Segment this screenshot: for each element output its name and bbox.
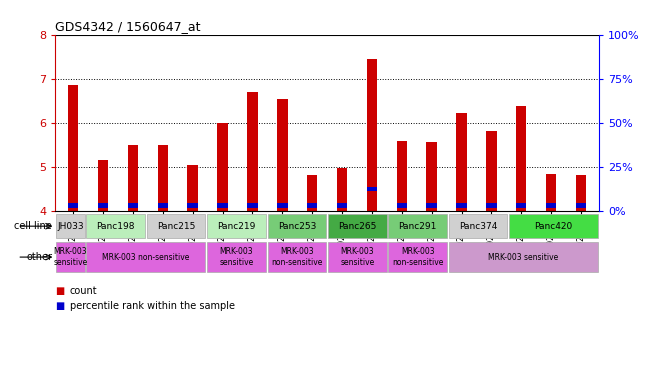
Bar bbox=[268, 214, 326, 238]
Bar bbox=[456, 203, 467, 208]
Text: MRK-003 sensitive: MRK-003 sensitive bbox=[488, 253, 559, 262]
Bar bbox=[247, 203, 258, 208]
Bar bbox=[546, 203, 557, 208]
Bar bbox=[128, 145, 138, 211]
Bar bbox=[187, 203, 198, 208]
Bar bbox=[396, 141, 407, 211]
Text: Panc198: Panc198 bbox=[96, 222, 135, 231]
Text: count: count bbox=[70, 286, 97, 296]
Text: ■: ■ bbox=[55, 286, 64, 296]
Text: Panc253: Panc253 bbox=[278, 222, 316, 231]
Bar bbox=[87, 242, 206, 272]
Bar bbox=[328, 214, 387, 238]
Bar bbox=[277, 99, 288, 211]
Text: MRK-003
non-sensitive: MRK-003 non-sensitive bbox=[392, 247, 443, 267]
Bar bbox=[337, 203, 347, 208]
Bar bbox=[516, 203, 527, 208]
Bar bbox=[486, 131, 497, 211]
Text: Panc215: Panc215 bbox=[157, 222, 195, 231]
Bar bbox=[56, 214, 85, 238]
Bar bbox=[277, 203, 288, 208]
Bar bbox=[98, 203, 108, 208]
Bar bbox=[268, 242, 326, 272]
Text: JH033: JH033 bbox=[57, 222, 84, 231]
Bar bbox=[546, 174, 557, 211]
Bar bbox=[426, 203, 437, 208]
Bar bbox=[187, 165, 198, 211]
Bar bbox=[449, 214, 507, 238]
Text: Panc374: Panc374 bbox=[459, 222, 497, 231]
Text: Panc420: Panc420 bbox=[534, 222, 573, 231]
Bar bbox=[367, 187, 377, 191]
Bar bbox=[247, 92, 258, 211]
Bar bbox=[516, 106, 527, 211]
Bar bbox=[449, 242, 598, 272]
Bar bbox=[158, 145, 168, 211]
Text: GDS4342 / 1560647_at: GDS4342 / 1560647_at bbox=[55, 20, 201, 33]
Bar bbox=[128, 203, 138, 208]
Bar bbox=[367, 59, 377, 211]
Bar bbox=[217, 123, 228, 211]
Bar bbox=[87, 214, 145, 238]
Bar bbox=[389, 242, 447, 272]
Bar bbox=[307, 203, 318, 208]
Bar bbox=[56, 242, 85, 272]
Text: other: other bbox=[26, 252, 52, 262]
Bar bbox=[147, 214, 206, 238]
Bar bbox=[207, 242, 266, 272]
Text: Panc219: Panc219 bbox=[217, 222, 256, 231]
Text: Panc291: Panc291 bbox=[398, 222, 437, 231]
Bar bbox=[575, 175, 587, 211]
Bar bbox=[575, 203, 587, 208]
Bar bbox=[456, 113, 467, 211]
Text: cell line: cell line bbox=[14, 221, 52, 231]
Bar bbox=[158, 203, 168, 208]
Text: MRK-003 non-sensitive: MRK-003 non-sensitive bbox=[102, 253, 189, 262]
Bar bbox=[396, 203, 407, 208]
Text: Panc265: Panc265 bbox=[338, 222, 376, 231]
Bar bbox=[68, 85, 79, 211]
Bar bbox=[389, 214, 447, 238]
Bar bbox=[217, 203, 228, 208]
Text: MRK-003
non-sensitive: MRK-003 non-sensitive bbox=[271, 247, 323, 267]
Bar bbox=[68, 203, 79, 208]
Bar bbox=[426, 142, 437, 211]
Bar bbox=[207, 214, 266, 238]
Text: ■: ■ bbox=[55, 301, 64, 311]
Text: MRK-003
sensitive: MRK-003 sensitive bbox=[340, 247, 374, 267]
Bar bbox=[328, 242, 387, 272]
Bar bbox=[509, 214, 598, 238]
Text: percentile rank within the sample: percentile rank within the sample bbox=[70, 301, 234, 311]
Text: MRK-003
sensitive: MRK-003 sensitive bbox=[53, 247, 88, 267]
Bar bbox=[307, 175, 318, 211]
Bar bbox=[486, 203, 497, 208]
Text: MRK-003
sensitive: MRK-003 sensitive bbox=[219, 247, 254, 267]
Bar bbox=[98, 161, 108, 211]
Bar bbox=[337, 168, 347, 211]
